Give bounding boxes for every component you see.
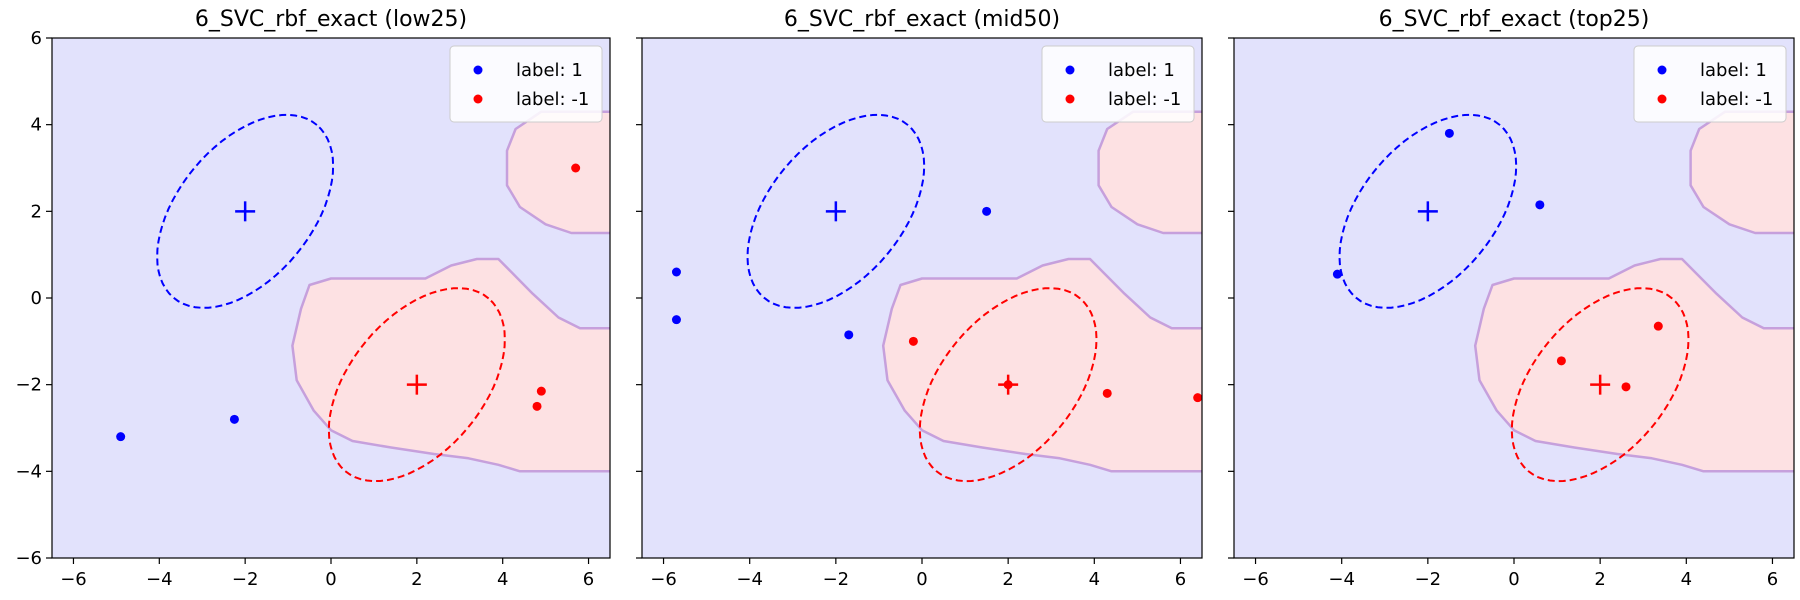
covariance-ellipse-label-1 (746, 113, 926, 309)
x-tick-label: −6 (60, 569, 87, 590)
legend-entry-label: label: 1 (1108, 60, 1175, 81)
x-tick-label: 2 (1594, 569, 1605, 590)
region-label-neg1-main (881, 257, 1202, 473)
legend-entry-label: label: -1 (1108, 89, 1181, 110)
y-tick-label: −6 (15, 548, 42, 569)
class-center-label-1 (1417, 201, 1438, 222)
data-point-label-neg1 (908, 336, 918, 346)
legend-marker (1065, 94, 1075, 104)
x-tick-label: −4 (1328, 569, 1355, 590)
data-point-label-neg1 (1556, 356, 1566, 366)
y-tick-label: 6 (31, 28, 42, 49)
y-tick-label: −2 (15, 375, 42, 396)
data-point-label-neg1 (1621, 382, 1631, 392)
legend-marker (1065, 65, 1075, 75)
x-tick-label: 2 (411, 569, 422, 590)
legend-entry-label: label: 1 (516, 60, 583, 81)
legend: label: 1 label: -1 (449, 45, 603, 123)
subplot-3: −6 −4 −2 0 2 4 6 6_SVC_rbf_exact (top25) label: … (1228, 7, 1795, 590)
y-tick-label: −4 (15, 461, 42, 482)
legend-marker (473, 65, 483, 75)
y-tick-label: 4 (31, 115, 42, 136)
data-point-label-neg1 (1003, 380, 1013, 390)
data-point-label-1 (1444, 128, 1454, 138)
covariance-ellipse-label-neg1 (1510, 287, 1690, 483)
x-tick-label: −6 (650, 569, 677, 590)
subplot-2: −6 −4 −2 0 2 4 6 6_SVC_rbf_exact (mid50) label: … (636, 7, 1203, 590)
region-label-neg1-main (1473, 257, 1794, 473)
chart-title: 6_SVC_rbf_exact (low25) (195, 7, 467, 32)
data-point-label-neg1 (536, 386, 546, 396)
data-point-label-neg1 (1193, 393, 1202, 403)
x-tick-label: 4 (497, 569, 508, 590)
chart-title: 6_SVC_rbf_exact (mid50) (784, 7, 1060, 32)
legend: label: 1 label: -1 (1633, 45, 1787, 123)
legend-box (1041, 45, 1195, 123)
x-tick-label: 6 (1175, 569, 1186, 590)
data-point-label-1 (1332, 269, 1342, 279)
x-tick-label: −6 (1242, 569, 1269, 590)
covariance-ellipse-label-neg1 (327, 287, 506, 483)
x-tick-label: 4 (1089, 569, 1100, 590)
legend-box (1633, 45, 1787, 123)
data-point-label-1 (671, 267, 681, 277)
x-tick-label: −2 (1415, 569, 1442, 590)
data-point-label-neg1 (571, 163, 581, 173)
data-point-label-1 (844, 330, 854, 340)
x-tick-label: −4 (736, 569, 763, 590)
covariance-ellipse-label-1 (156, 113, 335, 309)
legend-entry-label: label: -1 (516, 89, 589, 110)
region-label-neg1-main (291, 257, 610, 473)
data-point-label-1 (229, 414, 239, 424)
plot-area (671, 110, 1202, 483)
y-tick-label: 2 (31, 201, 42, 222)
class-center-label-1 (825, 201, 846, 222)
legend-marker (473, 94, 483, 104)
subplot-1: −6 −4 −2 0 2 4 6 −6 −4 −2 0 2 4 6 6_SVC_rbf_exact (low… (15, 7, 611, 590)
legend-marker (1657, 65, 1667, 75)
data-point-label-neg1 (1102, 388, 1112, 398)
class-center-label-1 (235, 201, 256, 222)
covariance-ellipse-label-1 (1338, 113, 1518, 309)
legend: label: 1 label: -1 (1041, 45, 1195, 123)
plot-area (116, 110, 610, 483)
x-tick-label: 0 (1508, 569, 1519, 590)
y-tick-label: 0 (31, 288, 42, 309)
data-point-label-neg1 (532, 401, 542, 411)
data-point-label-1 (671, 315, 681, 325)
data-point-label-1 (982, 206, 992, 216)
class-center-label-neg1 (1590, 374, 1611, 395)
data-point-label-1 (1535, 200, 1545, 210)
plot-area (1332, 110, 1794, 483)
x-tick-label: 0 (325, 569, 336, 590)
legend-entry-label: label: -1 (1700, 89, 1773, 110)
legend-entry-label: label: 1 (1700, 60, 1767, 81)
legend-box (449, 45, 603, 123)
x-tick-label: −4 (146, 569, 173, 590)
data-point-label-neg1 (1653, 321, 1663, 331)
covariance-ellipse-label-neg1 (918, 287, 1098, 483)
x-tick-label: 2 (1002, 569, 1013, 590)
x-tick-label: 6 (1767, 569, 1778, 590)
data-point-label-1 (116, 432, 126, 442)
class-center-label-neg1 (406, 374, 427, 395)
x-tick-label: 6 (583, 569, 594, 590)
x-tick-label: 0 (916, 569, 927, 590)
legend-marker (1657, 94, 1667, 104)
x-tick-label: 4 (1681, 569, 1692, 590)
chart-title: 6_SVC_rbf_exact (top25) (1379, 7, 1650, 32)
x-tick-label: −2 (232, 569, 259, 590)
x-tick-label: −2 (823, 569, 850, 590)
